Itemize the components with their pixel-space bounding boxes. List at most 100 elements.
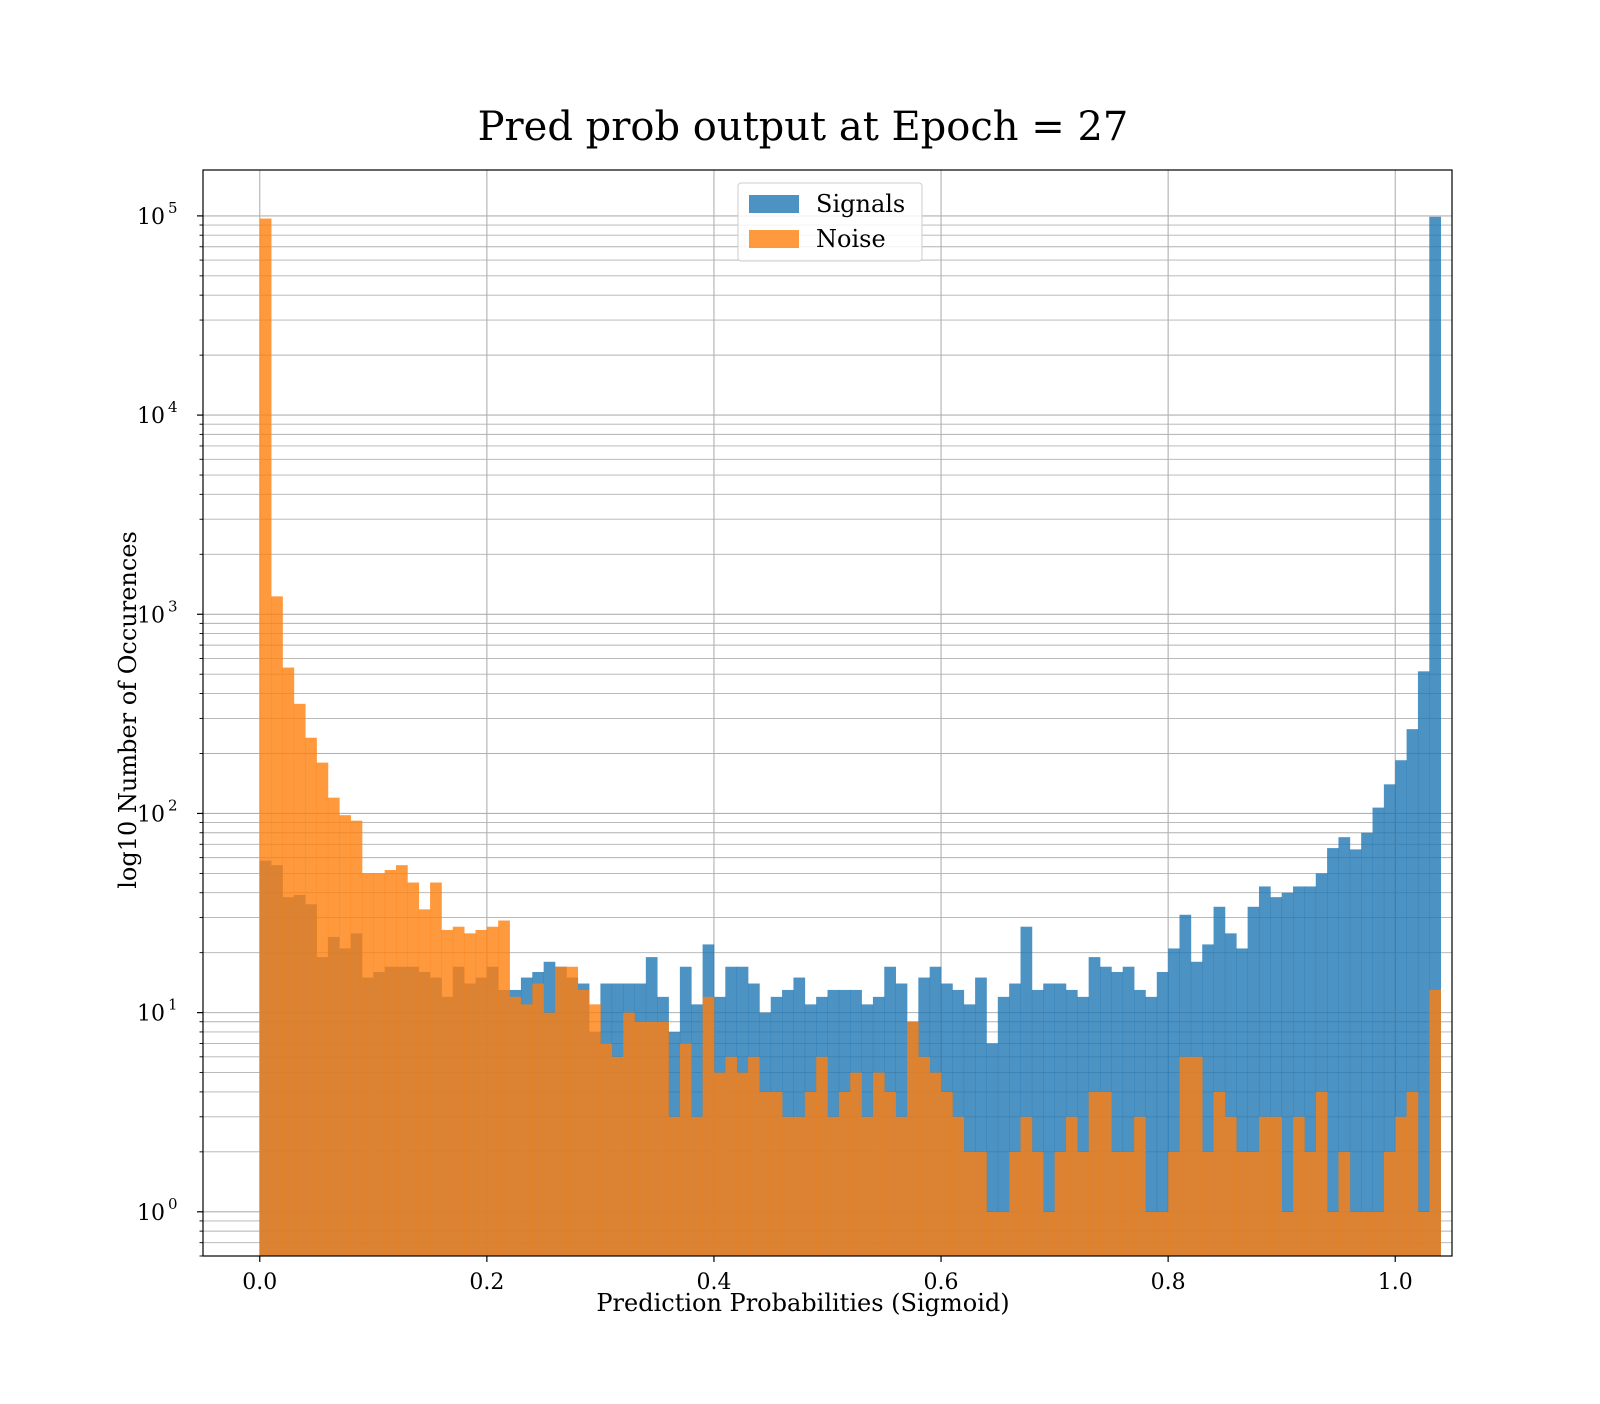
histogram-bar-signals	[1349, 849, 1362, 1256]
x-tick-label: 0.6	[924, 1270, 959, 1295]
histogram-bar-noise	[691, 1116, 703, 1256]
histogram-bar-noise	[1100, 1091, 1112, 1256]
histogram-bar-noise	[634, 1021, 647, 1256]
histogram-bar-noise	[1031, 1151, 1044, 1256]
legend-label-signals: Signals	[816, 190, 905, 218]
histogram-bar-signals	[1020, 926, 1033, 1256]
histogram-bar-noise	[1338, 1151, 1351, 1256]
histogram-bar-signals	[1338, 837, 1351, 1256]
histogram-bar-noise	[1156, 1211, 1169, 1256]
histogram-bar-noise	[600, 1043, 613, 1256]
x-tick-label: 0.8	[1151, 1270, 1186, 1295]
histogram-bar-noise	[566, 966, 579, 1256]
histogram-bar-signals	[1043, 983, 1055, 1256]
histogram-bar-noise	[259, 218, 272, 1256]
histogram-bar-noise	[997, 1211, 1010, 1256]
histogram-bar-noise	[1293, 1116, 1305, 1256]
histogram-bar-noise	[1122, 1151, 1135, 1256]
histogram-bar-signals	[1213, 906, 1226, 1256]
histogram-bar-noise	[543, 1012, 556, 1256]
y-tick-label-exponent: 4	[168, 398, 178, 416]
histogram-bar-signals	[1429, 216, 1441, 1256]
histogram-bar-noise	[350, 820, 363, 1256]
histogram-bar-noise	[770, 1091, 783, 1256]
legend: Signals Noise	[737, 182, 923, 262]
histogram-bar-signals	[1202, 944, 1214, 1256]
histogram-bar-noise	[1179, 1056, 1192, 1256]
series-noise-bars	[259, 218, 1441, 1256]
legend-label-noise: Noise	[816, 225, 886, 253]
histogram-bar-noise	[1111, 1151, 1124, 1256]
y-tick-label-base: 10	[137, 603, 165, 628]
histogram-bar-noise	[1054, 1151, 1067, 1256]
histogram-bar-noise	[316, 762, 329, 1256]
histogram-bar-noise	[361, 873, 374, 1256]
histogram-bar-noise	[293, 703, 306, 1256]
plot-frame	[202, 169, 1453, 1257]
histogram-bar-noise	[441, 929, 454, 1256]
y-tick-label-exponent: 1	[168, 996, 178, 1014]
histogram-bar-signals	[1156, 971, 1169, 1256]
histogram-bar-noise	[486, 926, 499, 1256]
histogram-bar-noise	[577, 989, 590, 1256]
histogram-bar-signals	[1361, 832, 1373, 1256]
y-tick-label-base: 10	[137, 1201, 165, 1226]
histogram-bar-noise	[611, 1056, 624, 1256]
histogram-bar-signals	[986, 1043, 999, 1256]
histogram-bar-noise	[373, 873, 386, 1256]
histogram-bar-noise	[1327, 1211, 1339, 1256]
histogram-bar-noise	[1202, 1151, 1214, 1256]
histogram-bar-noise	[1213, 1091, 1226, 1256]
histogram-bar-noise	[1406, 1091, 1419, 1256]
histogram-bar-noise	[816, 1056, 828, 1256]
histogram-bar-noise	[1224, 1116, 1237, 1256]
histogram-bar-noise	[645, 1021, 658, 1256]
histogram-bar-noise	[1043, 1211, 1055, 1256]
histogram-bar-signals	[1406, 729, 1419, 1256]
histogram-bar-noise	[952, 1116, 965, 1256]
histogram-bar-noise	[1258, 1116, 1271, 1256]
y-axis-label: log10 Number of Occurences	[114, 531, 142, 889]
histogram-bar-noise	[327, 797, 340, 1256]
legend-swatch-noise	[749, 230, 799, 248]
histogram-bar-noise	[838, 1091, 851, 1256]
histogram-bar-signals	[1293, 886, 1305, 1256]
chart-title: Pred prob output at Epoch = 27	[478, 104, 1129, 150]
histogram-bar-noise	[1349, 1211, 1362, 1256]
histogram-bar-noise	[1417, 1211, 1430, 1256]
histogram-bar-noise	[668, 1116, 681, 1256]
histogram-bar-signals	[1236, 948, 1248, 1256]
histogram-bar-noise	[1168, 1151, 1180, 1256]
histogram-bar-noise	[759, 1091, 772, 1256]
x-tick-label: 0.2	[469, 1270, 504, 1295]
histogram-bar-signals	[1122, 966, 1135, 1256]
histogram-bar-noise	[895, 1116, 908, 1256]
histogram-bar-noise	[305, 737, 317, 1256]
legend-swatch-signals	[749, 195, 799, 213]
y-tick-label-exponent: 2	[168, 796, 178, 814]
histogram-bar-signals	[997, 996, 1010, 1256]
y-tick-label-base: 10	[137, 205, 165, 230]
histogram-bar-noise	[418, 909, 431, 1256]
histogram-bar-noise	[1361, 1211, 1373, 1256]
histogram-bar-noise	[1383, 1151, 1396, 1256]
y-tick-label: 10	[137, 802, 165, 827]
histogram-bar-noise	[554, 966, 567, 1256]
histogram-bar-noise	[1065, 1116, 1078, 1256]
y-tick-label-exponent: 0	[168, 1195, 178, 1213]
y-tick-label: 10	[137, 404, 165, 429]
histogram-bar-noise	[975, 1151, 987, 1256]
histogram-bar-noise	[509, 996, 522, 1256]
histogram-bar-signals	[1372, 807, 1385, 1256]
x-axis-label: Prediction Probabilities (Sigmoid)	[596, 1289, 1009, 1317]
histogram-bar-noise	[1190, 1056, 1203, 1256]
histogram-bar-noise	[1236, 1151, 1248, 1256]
histogram-bar-noise	[271, 596, 283, 1256]
histogram-bar-noise	[452, 926, 465, 1256]
histogram-bar-signals	[1031, 989, 1044, 1256]
histogram-bar-signals	[1270, 897, 1283, 1256]
histogram-bar-signals	[1395, 760, 1407, 1256]
histogram-bar-noise	[1134, 1116, 1146, 1256]
